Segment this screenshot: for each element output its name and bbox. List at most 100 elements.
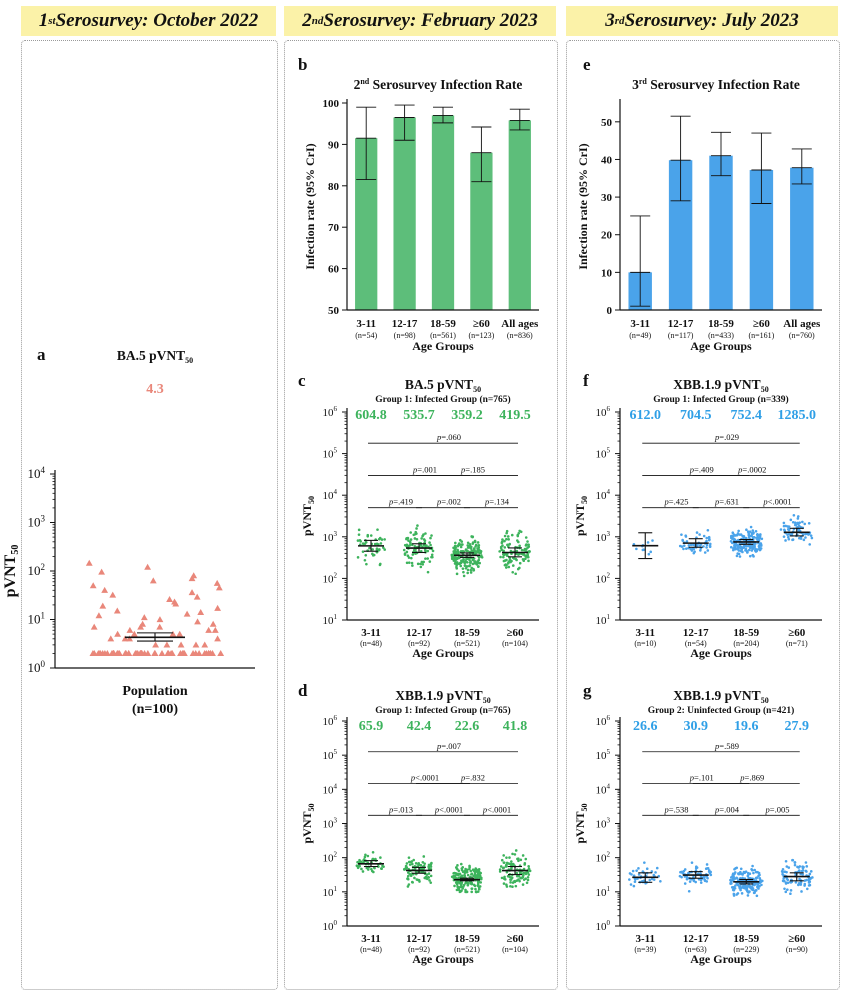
panel-d-data-point bbox=[408, 872, 412, 876]
panel-g-data-point bbox=[793, 863, 797, 867]
panel-g-p-italic: p bbox=[714, 741, 719, 751]
panel-c-p-italic: p bbox=[412, 464, 417, 474]
panel-d-data-point bbox=[366, 854, 370, 858]
panel-d-data-point bbox=[479, 871, 482, 875]
panel-a-data-point bbox=[193, 593, 201, 600]
panel-f-p-text: =.425 bbox=[669, 497, 689, 507]
panel-g-y-tick-exp: 3 bbox=[607, 817, 611, 825]
panel-d-y-tick-exp: 1 bbox=[334, 885, 338, 893]
panel-d-data-point bbox=[516, 857, 519, 861]
panel-d-data-point bbox=[406, 877, 410, 881]
panel-g-title-sub: 50 bbox=[761, 696, 769, 705]
panel-c-data-point bbox=[357, 528, 361, 532]
panel-a-title-sub: 50 bbox=[185, 356, 193, 365]
panel-f-data-point bbox=[741, 534, 744, 538]
panel-a-data-point bbox=[169, 630, 177, 637]
panel-d-n-label: (n=521) bbox=[454, 945, 480, 954]
panel-f-p-italic: p bbox=[762, 497, 767, 507]
panel-d-data-point bbox=[363, 855, 367, 859]
panel-g-n-label: (n=39) bbox=[634, 945, 656, 954]
panel-g-data-point bbox=[750, 886, 754, 889]
panel-b-title-num: 2 bbox=[354, 77, 361, 92]
panel-c-data-point bbox=[377, 543, 380, 546]
panel-d-data-point bbox=[460, 881, 463, 885]
panel-g-data-point bbox=[798, 865, 802, 868]
panel-f-data-point bbox=[682, 547, 685, 551]
panel-f-n-label: (n=54) bbox=[685, 639, 707, 648]
panel-c-data-point bbox=[506, 535, 510, 538]
panel-c-data-point bbox=[424, 557, 427, 560]
panel-letter-g: g bbox=[583, 681, 592, 700]
panel-f-data-point bbox=[758, 545, 761, 549]
panel-d-data-point bbox=[524, 857, 528, 861]
panel-d-data-point bbox=[412, 858, 416, 862]
panel-c-data-point bbox=[403, 552, 407, 555]
panel-c-data-point bbox=[415, 527, 418, 530]
panel-c-data-point bbox=[422, 543, 426, 547]
panel-c-data-point bbox=[424, 532, 427, 535]
panel-g-data-point bbox=[746, 894, 750, 897]
panel-c-data-point bbox=[408, 544, 412, 547]
header-col3-sup: rd bbox=[614, 15, 625, 27]
panel-g-y-label-text: pVNT bbox=[573, 811, 587, 843]
panel-d-y-tick-exp: 5 bbox=[334, 748, 338, 756]
panel-e-title-sup: rd bbox=[639, 77, 648, 86]
panel-d-data-point bbox=[498, 870, 502, 873]
panel-g-data-point bbox=[754, 876, 758, 880]
panel-d-y-tick-exp: 6 bbox=[334, 714, 338, 722]
panel-e-category-label: 12-17 bbox=[668, 318, 694, 330]
panel-d-data-point bbox=[515, 871, 519, 875]
panel-c-data-point bbox=[405, 550, 409, 554]
panel-a-data-point bbox=[99, 602, 107, 609]
panel-f-y-tick-label: 104 bbox=[596, 488, 611, 502]
panel-b-n-label: (n=54) bbox=[355, 331, 377, 340]
panel-g-data-point bbox=[742, 870, 746, 874]
panel-g-data-point bbox=[650, 877, 654, 881]
panel-g-y-tick-label: 106 bbox=[596, 714, 611, 728]
panel-d-p-italic: p bbox=[434, 804, 439, 814]
panel-e-category-label: ≥60 bbox=[753, 318, 771, 330]
panel-d-data-point bbox=[502, 854, 505, 857]
panel-d-data-point bbox=[407, 883, 411, 886]
panel-c-data-point bbox=[502, 549, 505, 553]
panel-c-y-tick-label: 104 bbox=[323, 488, 338, 502]
panel-g-y-tick-base: 10 bbox=[596, 921, 608, 933]
panel-g-data-point bbox=[732, 888, 736, 892]
panel-f-data-point bbox=[749, 525, 753, 529]
panel-c-y-label-text: pVNT bbox=[300, 504, 314, 536]
panel-f-data-point bbox=[750, 549, 754, 552]
panel-c-y-tick-exp: 4 bbox=[334, 488, 338, 496]
panel-f-data-point bbox=[706, 549, 710, 552]
panel-g-gmt-label: 26.6 bbox=[633, 719, 658, 734]
panel-d-data-point bbox=[406, 885, 410, 888]
panel-d-data-point bbox=[513, 853, 517, 856]
panel-g-data-point bbox=[702, 875, 706, 879]
panel-f-data-point bbox=[798, 536, 801, 540]
panel-d-data-point bbox=[408, 863, 412, 866]
panel-c-data-point bbox=[515, 558, 518, 562]
panel-g-data-point bbox=[757, 871, 761, 875]
panel-f-data-point bbox=[747, 544, 750, 548]
panel-f-p-italic: p bbox=[689, 464, 694, 474]
panel-f-p-value: p=.425 bbox=[664, 497, 689, 507]
panel-c-data-point bbox=[479, 549, 483, 553]
panel-c-data-point bbox=[462, 570, 465, 574]
panel-f-data-point bbox=[751, 553, 755, 557]
panel-d-data-point bbox=[517, 859, 520, 863]
panel-g-data-point bbox=[735, 893, 738, 896]
panel-g-data-point bbox=[785, 865, 789, 868]
panel-f-p-text: =.029 bbox=[719, 432, 739, 442]
panel-c-p-italic: p bbox=[436, 497, 441, 507]
panel-a-data-point bbox=[158, 650, 166, 657]
panel-c-data-point bbox=[477, 565, 480, 568]
panel-d-y-tick-base: 10 bbox=[323, 853, 335, 865]
panel-c-data-point bbox=[461, 560, 465, 563]
panel-d-data-point bbox=[370, 869, 374, 873]
panel-g-p-italic: p bbox=[765, 804, 770, 814]
panel-c-data-point bbox=[474, 545, 477, 548]
panel-f-data-point bbox=[787, 528, 791, 532]
panel-f-data-point bbox=[680, 533, 683, 536]
panel-f-p-text: =.409 bbox=[694, 464, 714, 474]
panel-c-data-point bbox=[411, 564, 414, 567]
panel-a-y-tick-label: 102 bbox=[28, 562, 46, 578]
